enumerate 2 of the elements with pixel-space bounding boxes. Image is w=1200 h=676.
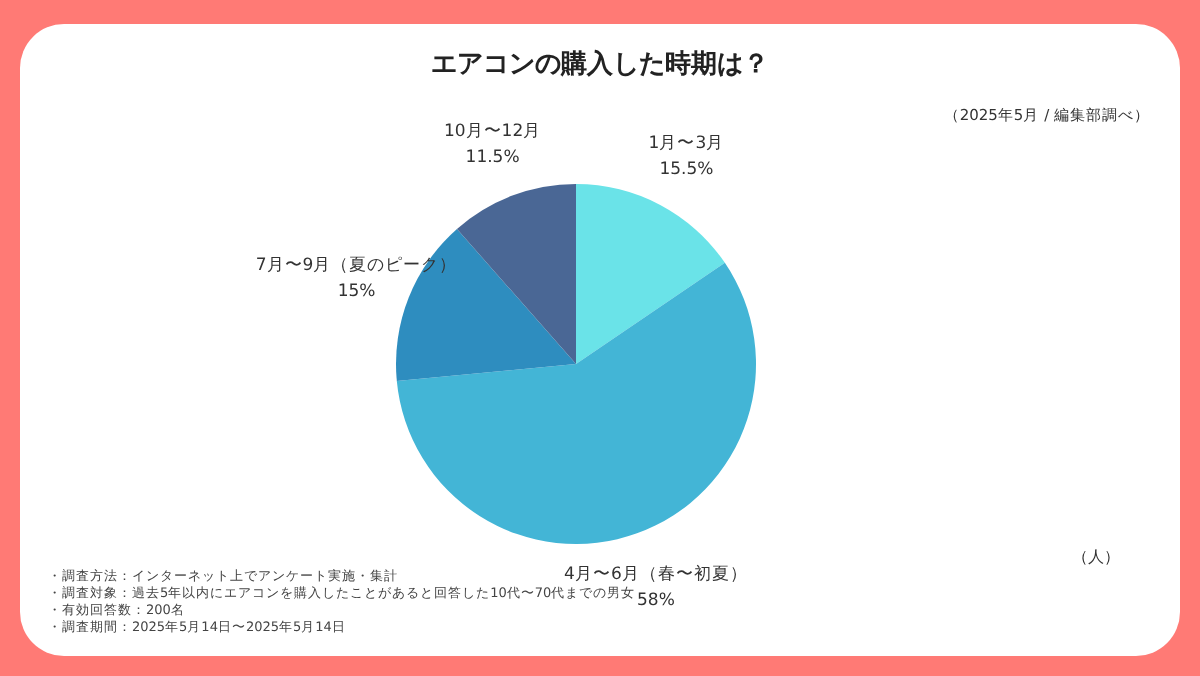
title: エアコンの購入した時期は？ <box>431 50 769 80</box>
annotation: （人） <box>1072 548 1120 566</box>
